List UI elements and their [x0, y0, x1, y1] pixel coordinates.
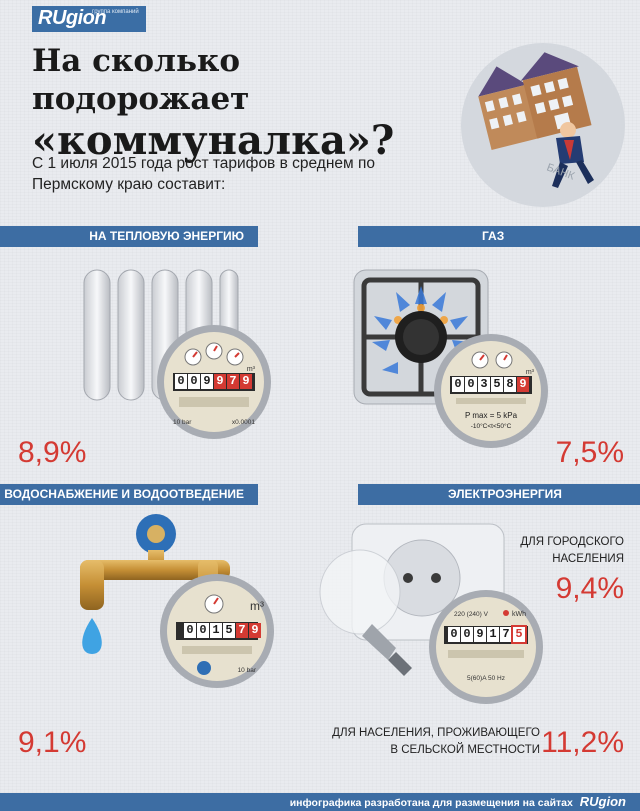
brand-name: RUgion	[38, 7, 107, 29]
meter-digit: 0	[461, 627, 473, 642]
meter-digit: 5	[491, 377, 503, 392]
meter-digit: 1	[210, 623, 222, 638]
gas-burner-icon	[353, 269, 489, 405]
electricity-meter-digits: 0 0 9 1 7 5	[448, 625, 527, 644]
heat-meter-factor: x0.0001	[232, 419, 256, 426]
gas-meter-temp: -10°C<t<50°C	[471, 422, 512, 430]
meter-digit: 0	[184, 623, 196, 638]
meter-digit: 5	[223, 623, 235, 638]
svg-text:m³: m³	[247, 366, 256, 373]
electricity-meter-current: 5(60)A 50 Hz	[467, 675, 505, 682]
gas-meter-pmax: P max = 5 kPa	[465, 411, 518, 420]
electricity-urban-label: ДЛЯ ГОРОДСКОГО НАСЕЛЕНИЯ	[520, 536, 624, 565]
meter-digit: 0	[188, 374, 200, 389]
meter-digit: 0	[452, 377, 464, 392]
meter-digit: 9	[240, 374, 252, 389]
meter-digit: 7	[500, 627, 512, 642]
water-meter-digits: 0 0 1 5 7 9	[184, 623, 261, 638]
meter-digit: 9	[214, 374, 226, 389]
meter-digit: 7	[227, 374, 239, 389]
brand-tagline: группа компаний	[92, 9, 139, 15]
electricity-meter: 220 (240) V kWh 5(60)A 50 Hz 0 0 9 1 7 5	[424, 588, 548, 706]
gas-meter-unit: m³	[526, 369, 535, 376]
meter-digit: 7	[236, 623, 248, 638]
heat-meter-pressure: 10 bar	[173, 419, 192, 426]
water-section-band: ВОДОСНАБЖЕНИЕ И ВОДООТВЕДЕНИЕ	[0, 484, 258, 505]
title-line1: На сколько подорожает	[32, 43, 250, 117]
meter-digit: 5	[511, 625, 527, 644]
subtitle: С 1 июля 2015 года рост тарифов в средне…	[32, 155, 375, 193]
water-meter-pressure: 10 bar	[238, 667, 257, 674]
meter-digit: 0	[465, 377, 477, 392]
heat-meter: m³ 10 bar x0.0001 0 0 9 9 7 9	[155, 323, 273, 441]
meter-digit: 9	[517, 377, 529, 392]
meter-digit: 0	[448, 627, 460, 642]
brand-logo: RUgion группа компаний	[32, 6, 146, 32]
meter-digit: 1	[487, 627, 499, 642]
title-line2: «коммуналка»?	[32, 117, 395, 164]
electricity-rural-label: ДЛЯ НАСЕЛЕНИЯ, ПРОЖИВАЮЩЕГО В СЕЛЬСКОЙ М…	[332, 727, 540, 756]
meter-digit: 9	[201, 374, 213, 389]
meter-digit: 9	[249, 623, 261, 638]
meter-digit: 0	[175, 374, 187, 389]
electricity-meter-unit: kWh	[512, 611, 526, 618]
meter-digit: 0	[197, 623, 209, 638]
electricity-urban-percent: 9,4%	[555, 572, 624, 605]
footer-brand: RUgion	[579, 794, 626, 809]
footer-bar: инфографика разработана для размещения н…	[0, 793, 640, 811]
meter-digit: 9	[474, 627, 486, 642]
heat-section-band: НА ТЕПЛОВУЮ ЭНЕРГИЮ	[0, 226, 258, 247]
heat-percent: 8,9%	[18, 436, 87, 469]
meter-digit: 8	[504, 377, 516, 392]
page-title: На сколько подорожает «коммуналка»?	[32, 42, 452, 164]
heat-meter-digits: 0 0 9 9 7 9	[175, 374, 252, 389]
electricity-rural-percent: 11,2%	[541, 726, 624, 759]
gas-percent: 7,5%	[555, 436, 624, 469]
gas-meter-digits: 0 0 3 5 8 9	[452, 377, 529, 392]
electricity-section-band: ЭЛЕКТРОЭНЕРГИЯ	[358, 484, 640, 505]
water-meter: m³ 10 bar 0 0 1 5 7 9	[158, 572, 276, 690]
water-percent: 9,1%	[18, 726, 87, 759]
man-carrying-house-illustration: БАНК	[461, 43, 625, 207]
footer-text: инфографика разработана для размещения н…	[289, 797, 573, 809]
water-meter-unit: m³	[250, 599, 264, 613]
gas-meter: m³ P max = 5 kPa -10°C<t<50°C 0 0 3 5 8 …	[432, 332, 550, 450]
meter-digit: 3	[478, 377, 490, 392]
gas-section-band: ГАЗ	[358, 226, 640, 247]
electricity-meter-voltage: 220 (240) V	[454, 611, 489, 618]
